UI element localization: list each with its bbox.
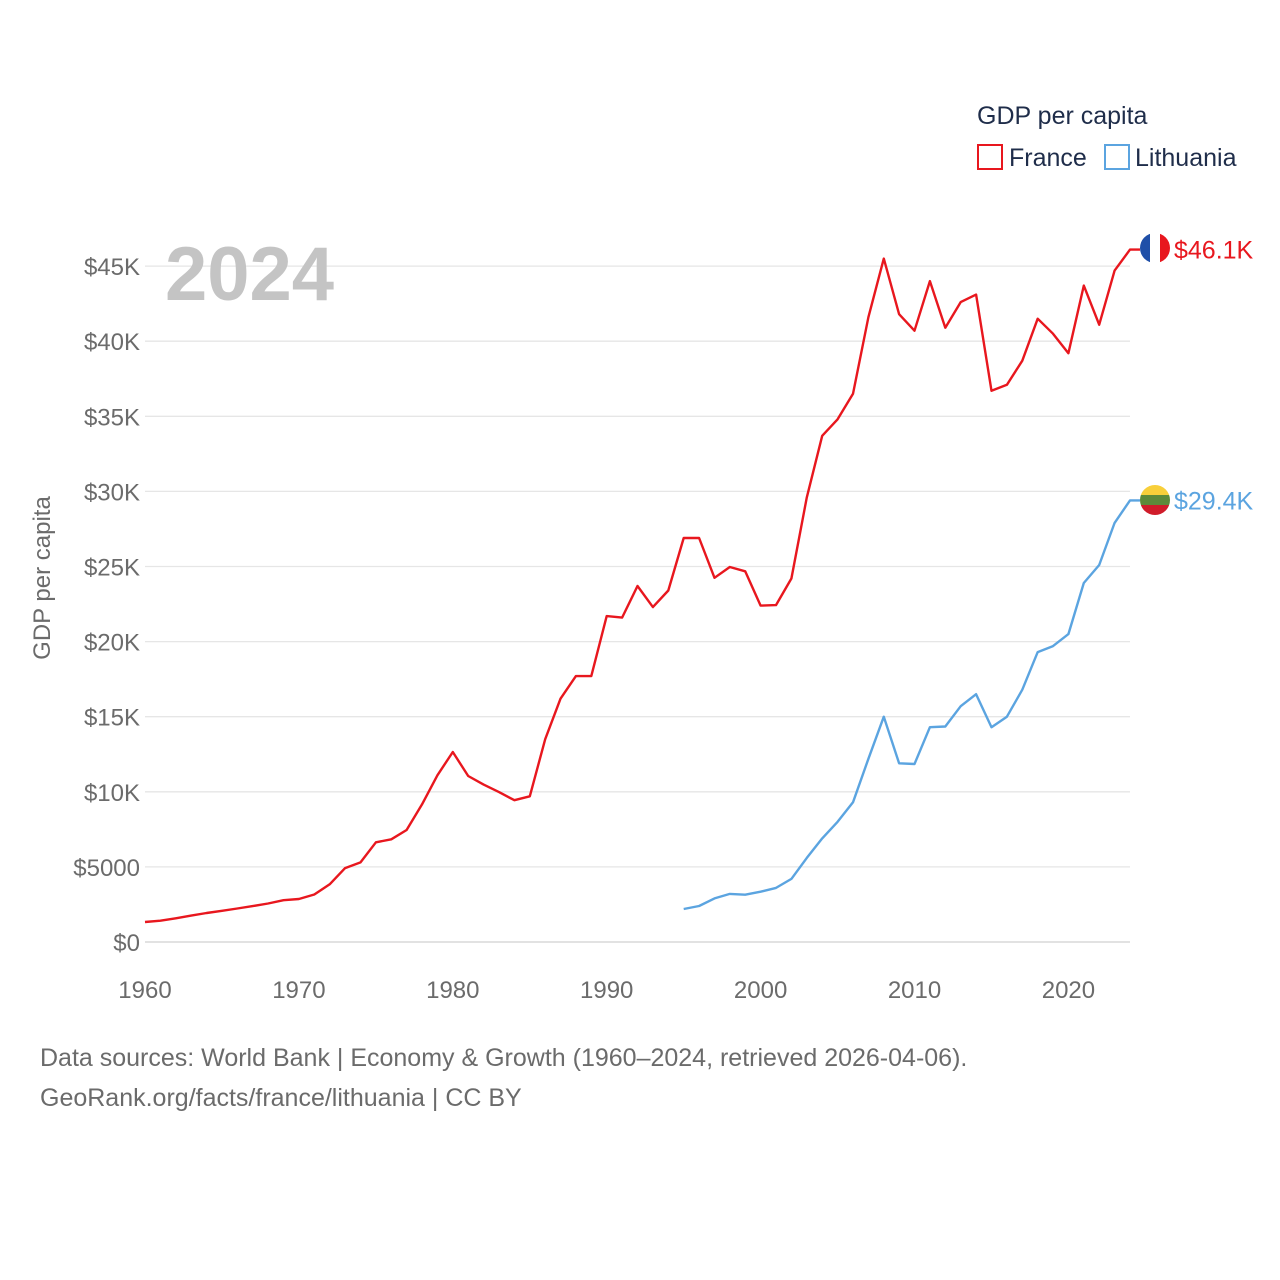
y-tick-label: $15K: [84, 705, 140, 732]
x-axis-ticks: 1960 1970 1980 1990 2000 2010 2020: [118, 977, 1095, 1004]
grid-lines: [145, 265, 1130, 943]
x-tick-label: 1990: [580, 977, 633, 1004]
x-tick-label: 2000: [734, 977, 787, 1004]
legend-label-lithuania: Lithuania: [1135, 144, 1237, 172]
legend-swatch-lithuania: [1104, 144, 1130, 170]
series-lines: [144, 248, 1140, 924]
series-line-lithuania[interactable]: [683, 499, 1140, 911]
y-tick-label: $25K: [84, 555, 140, 582]
x-tick-label: 1980: [426, 977, 479, 1004]
lithuania-flag-icon: [1140, 485, 1170, 515]
y-axis-label: GDP per capita: [29, 496, 56, 660]
series-line-france[interactable]: [144, 248, 1140, 924]
end-label-lithuania: $29.4K: [1174, 487, 1254, 515]
y-tick-label: $40K: [84, 329, 140, 356]
y-tick-label: $20K: [84, 630, 140, 657]
legend-swatch-france: [977, 144, 1003, 170]
legend-item-lithuania[interactable]: Lithuania: [1104, 144, 1237, 172]
footer-sources: Data sources: World Bank | Economy & Gro…: [40, 1044, 968, 1072]
y-axis-ticks: $0 $5000 $10K $15K $20K $25K $30K $35K $40K $45K: [73, 254, 140, 957]
france-flag-icon: [1140, 233, 1170, 263]
year-label: 2024: [165, 232, 334, 317]
legend-item-france[interactable]: France: [977, 144, 1087, 172]
y-tick-label: $5000: [73, 855, 140, 882]
series-end-labels: $46.1K $29.4K: [1174, 237, 1254, 516]
y-tick-label: $30K: [84, 479, 140, 506]
x-tick-label: 1970: [272, 977, 325, 1004]
footer-credit[interactable]: GeoRank.org/facts/france/lithuania | CC …: [40, 1084, 522, 1112]
x-tick-label: 2010: [888, 977, 941, 1004]
x-tick-label: 2020: [1042, 977, 1095, 1004]
y-tick-label: $0: [113, 930, 140, 957]
y-tick-label: $45K: [84, 254, 140, 281]
legend[interactable]: GDP per capita France Lithuania: [977, 102, 1237, 172]
y-tick-label: $10K: [84, 780, 140, 807]
x-tick-label: 1960: [118, 977, 171, 1004]
legend-title: GDP per capita: [977, 102, 1148, 130]
end-label-france: $46.1K: [1174, 237, 1254, 265]
y-tick-label: $35K: [84, 404, 140, 431]
legend-label-france: France: [1009, 144, 1087, 172]
